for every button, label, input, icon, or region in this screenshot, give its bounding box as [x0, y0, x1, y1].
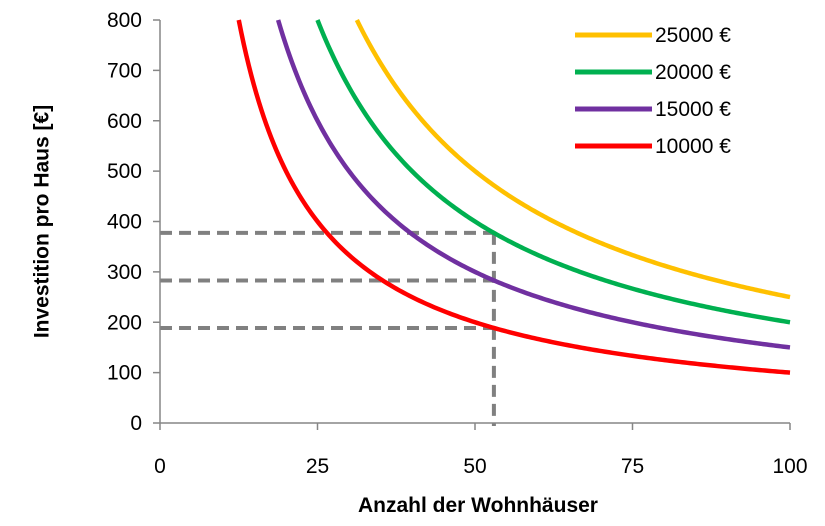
series-line	[236, 19, 791, 375]
x-tick-label: 50	[463, 455, 486, 478]
series-line	[315, 19, 791, 325]
series-line	[354, 19, 791, 300]
x-tick-label: 25	[306, 455, 329, 478]
legend-label: 20000 €	[655, 61, 731, 84]
y-tick-label: 600	[107, 110, 142, 133]
ticks: 0 100 200 300 400 500 600 700 800 0 25 50 75 100	[107, 9, 808, 478]
y-tick-label: 500	[107, 160, 142, 183]
y-tick-label: 0	[130, 412, 142, 435]
y-axis-title: Investition pro Haus [€]	[30, 105, 53, 338]
series-lines	[236, 19, 791, 375]
legend-label: 15000 €	[655, 98, 731, 121]
legend: 25000 € 20000 € 15000 € 10000 €	[575, 24, 731, 158]
reference-lines	[160, 230, 496, 426]
x-tick-label: 75	[621, 455, 644, 478]
y-tick-label: 700	[107, 59, 142, 82]
y-tick-label: 300	[107, 261, 142, 284]
x-axis-title: Anzahl der Wohnhäuser	[358, 494, 598, 517]
x-tick-label: 100	[772, 455, 807, 478]
y-tick-label: 200	[107, 311, 142, 334]
x-tick-label: 0	[154, 455, 166, 478]
y-tick-label: 400	[107, 211, 142, 234]
series-line	[275, 19, 791, 350]
y-tick-label: 100	[107, 362, 142, 385]
y-tick-label: 800	[107, 9, 142, 32]
legend-label: 25000 €	[655, 24, 731, 47]
legend-label: 10000 €	[655, 135, 731, 158]
